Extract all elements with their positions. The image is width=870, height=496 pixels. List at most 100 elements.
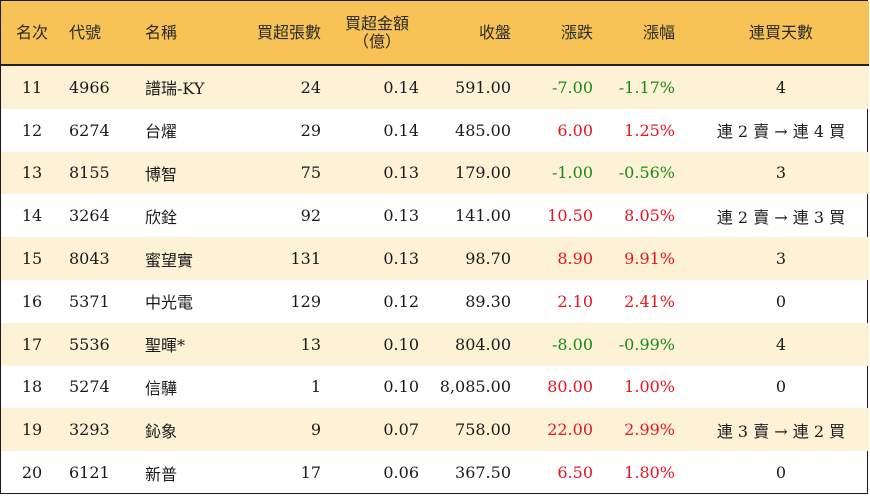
cell-streak: 連 2 賣 → 連 3 買 xyxy=(716,207,846,227)
table-row: 12 6274 台燿 29 0.14 485.00 6.00 1.25% 連 2 賣 → 連 4… xyxy=(1,109,869,152)
cell-streak: 4 xyxy=(693,322,869,366)
header-change: 漲跌 xyxy=(513,1,603,66)
cell-pct: -0.99% xyxy=(603,322,693,366)
cell-change: 6.50 xyxy=(557,463,593,483)
cell-name: 中光電 xyxy=(145,293,194,313)
cell-rank: 12 xyxy=(21,120,43,140)
cell-rank: 14 xyxy=(21,206,43,226)
cell-change: 10.50 xyxy=(547,206,593,226)
cell-lots: 17 xyxy=(300,463,321,483)
cell-rank: 15 xyxy=(1,237,63,280)
cell-pct: 2.41% xyxy=(624,291,675,311)
cell-change: 22.00 xyxy=(513,408,603,452)
cell-code: 4966 xyxy=(63,65,133,109)
cell-name: 台燿 xyxy=(145,122,178,142)
cell-change: 80.00 xyxy=(547,377,593,397)
cell-code: 3293 xyxy=(63,408,133,452)
table-row: 19 3293 鈊象 9 0.07 758.00 22.00 2.99% 連 3 賣 → 連 2… xyxy=(1,408,869,452)
cell-pct: 1.00% xyxy=(624,377,675,397)
cell-lots: 129 xyxy=(290,291,321,311)
cell-close: 367.50 xyxy=(455,463,511,483)
cell-name: 聖暉* xyxy=(133,322,228,366)
cell-pct: 1.80% xyxy=(624,463,675,483)
cell-rank: 18 xyxy=(21,377,43,397)
cell-code: 6121 xyxy=(69,463,110,483)
cell-change: -1.00 xyxy=(513,151,603,195)
cell-name: 鈊象 xyxy=(133,408,228,452)
header-row: 名次 代號 名稱 買超張數 買超金額 （億） 收盤 漲跌 漲幅 連買天數 xyxy=(1,1,869,66)
cell-pct: 8.05% xyxy=(624,206,675,226)
cell-streak: 3 xyxy=(693,237,869,280)
cell-name: 蜜望實 xyxy=(133,237,228,280)
cell-lots: 131 xyxy=(228,237,321,280)
cell-pct: 2.99% xyxy=(603,408,693,452)
cell-name: 新普 xyxy=(145,464,178,484)
cell-amount: 0.13 xyxy=(383,206,419,226)
cell-change: 2.10 xyxy=(557,291,593,311)
cell-close: 485.00 xyxy=(455,120,511,140)
cell-close: 591.00 xyxy=(421,65,513,109)
cell-pct: -1.17% xyxy=(603,65,693,109)
cell-streak: 0 xyxy=(775,377,787,397)
cell-name: 信驊 xyxy=(145,378,178,398)
header-amount: 買超金額 （億） xyxy=(321,1,421,66)
cell-streak: 連 2 賣 → 連 4 買 xyxy=(716,122,846,142)
cell-amount: 0.07 xyxy=(321,408,421,452)
cell-change: 8.90 xyxy=(513,237,603,280)
cell-amount: 0.06 xyxy=(383,463,419,483)
cell-lots: 75 xyxy=(228,151,321,195)
cell-close: 758.00 xyxy=(421,408,513,452)
cell-streak: 4 xyxy=(693,65,869,109)
cell-streak: 0 xyxy=(775,291,787,311)
header-lots: 買超張數 xyxy=(228,1,321,66)
cell-rank: 17 xyxy=(1,322,63,366)
header-rank: 名次 xyxy=(1,1,63,66)
cell-code: 5371 xyxy=(69,291,110,311)
table-row: 11 4966 譜瑞-KY 24 0.14 591.00 -7.00 -1.17% 4 xyxy=(1,65,869,109)
cell-code: 5536 xyxy=(63,322,133,366)
cell-name: 欣銓 xyxy=(145,207,178,227)
cell-rank: 20 xyxy=(21,463,43,483)
cell-name: 譜瑞-KY xyxy=(133,65,228,109)
cell-rank: 19 xyxy=(1,408,63,452)
table-row: 18 5274 信驊 1 0.10 8,085.00 80.00 1.00% 0 xyxy=(1,366,869,409)
table-row: 17 5536 聖暉* 13 0.10 804.00 -8.00 -0.99% 4 xyxy=(1,322,869,366)
cell-amount: 0.12 xyxy=(383,291,419,311)
header-amount-line2: （億） xyxy=(352,31,401,51)
cell-amount: 0.10 xyxy=(383,377,419,397)
cell-code: 8155 xyxy=(63,151,133,195)
cell-close: 89.30 xyxy=(465,291,511,311)
cell-amount: 0.10 xyxy=(321,322,421,366)
cell-amount: 0.13 xyxy=(321,237,421,280)
header-code: 代號 xyxy=(63,1,133,66)
cell-close: 804.00 xyxy=(421,322,513,366)
cell-lots: 29 xyxy=(300,120,321,140)
cell-change: 6.00 xyxy=(557,120,593,140)
table-row: 13 8155 博智 75 0.13 179.00 -1.00 -0.56% 3 xyxy=(1,151,869,195)
cell-pct: 9.91% xyxy=(603,237,693,280)
cell-close: 141.00 xyxy=(455,206,511,226)
cell-rank: 13 xyxy=(1,151,63,195)
cell-lots: 24 xyxy=(228,65,321,109)
cell-change: -7.00 xyxy=(513,65,603,109)
cell-close: 8,085.00 xyxy=(439,377,511,397)
cell-close: 98.70 xyxy=(421,237,513,280)
cell-lots: 92 xyxy=(300,206,321,226)
cell-streak: 3 xyxy=(693,151,869,195)
table-row: 16 5371 中光電 129 0.12 89.30 2.10 2.41% 0 xyxy=(1,280,869,323)
table-body: 11 4966 譜瑞-KY 24 0.14 591.00 -7.00 -1.17% 4 12 627… xyxy=(1,65,869,494)
cell-streak: 0 xyxy=(775,463,787,483)
header-name: 名稱 xyxy=(133,1,228,66)
cell-amount: 0.14 xyxy=(321,65,421,109)
cell-code: 5274 xyxy=(69,377,110,397)
cell-pct: 1.25% xyxy=(624,120,675,140)
cell-change: -8.00 xyxy=(513,322,603,366)
cell-code: 8043 xyxy=(63,237,133,280)
cell-amount: 0.14 xyxy=(383,120,419,140)
header-amount-line1: 買超金額 xyxy=(344,13,409,33)
header-close: 收盤 xyxy=(421,1,513,66)
table-row: 14 3264 欣銓 92 0.13 141.00 10.50 8.05% 連 2 賣 → 連 … xyxy=(1,194,869,237)
cell-rank: 11 xyxy=(1,65,63,109)
